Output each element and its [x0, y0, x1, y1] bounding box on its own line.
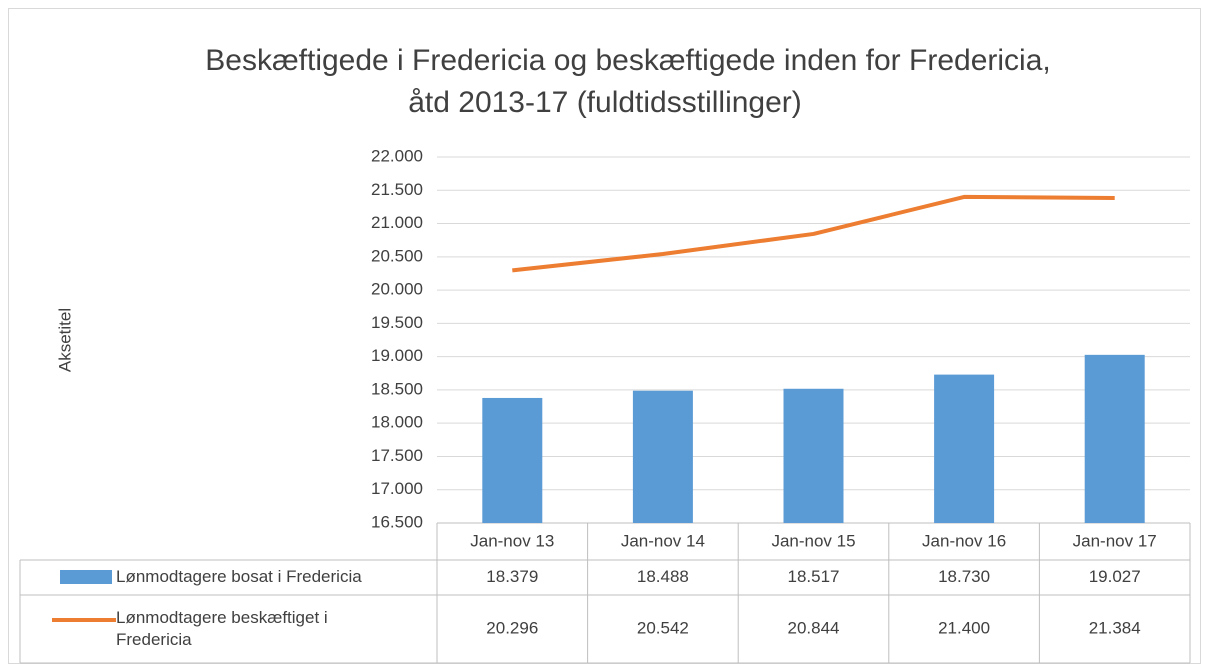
x-tick-label: Jan-nov 13 [470, 531, 554, 550]
y-tick-label: 16.500 [371, 512, 423, 531]
legend-key [60, 570, 112, 584]
data-label: 18.517 [788, 567, 840, 586]
data-label: 21.400 [938, 618, 990, 637]
y-tick-label: 22.000 [371, 146, 423, 165]
y-tick-label: 18.000 [371, 413, 423, 432]
data-label: 21.384 [1089, 618, 1141, 637]
chart-title: Beskæftigede i Fredericia og beskæftiged… [205, 44, 1050, 77]
data-label: 18.730 [938, 567, 990, 586]
x-tick-label: Jan-nov 14 [621, 531, 705, 550]
line [512, 194, 1115, 273]
data-label: 20.844 [788, 618, 840, 637]
x-tick-label: Jan-nov 16 [922, 531, 1006, 550]
y-tick-label: 20.500 [371, 246, 423, 265]
y-tick-label: 19.000 [371, 346, 423, 365]
y-tick-label: 17.500 [371, 446, 423, 465]
chart-title: åtd 2013-17 (fuldtidsstillinger) [408, 86, 802, 119]
bar [482, 397, 543, 523]
legend-label: Lønmodtagere bosat i Fredericia [116, 567, 362, 586]
data-label: 18.379 [486, 567, 538, 586]
bar [632, 390, 693, 523]
y-tick-label: 19.500 [371, 313, 423, 332]
x-tick-label: Jan-nov 15 [771, 531, 855, 550]
x-tick-label: Jan-nov 17 [1073, 531, 1157, 550]
data-label: 20.296 [486, 618, 538, 637]
y-tick-label: 17.000 [371, 479, 423, 498]
legend-label: Lønmodtagere beskæftiget i Fredericia [116, 608, 328, 649]
y-tick-label: 21.000 [371, 213, 423, 232]
bar [783, 388, 844, 523]
data-label: 20.542 [637, 618, 689, 637]
data-label: 18.488 [637, 567, 689, 586]
bar [934, 374, 995, 523]
data-label: 19.027 [1089, 567, 1141, 586]
y-tick-label: 20.000 [371, 280, 423, 299]
y-axis-label: Aksetitel [55, 308, 74, 372]
bar [1084, 354, 1145, 523]
y-tick-label: 18.500 [371, 379, 423, 398]
chart-border [8, 8, 1201, 664]
y-tick-label: 21.500 [371, 180, 423, 199]
